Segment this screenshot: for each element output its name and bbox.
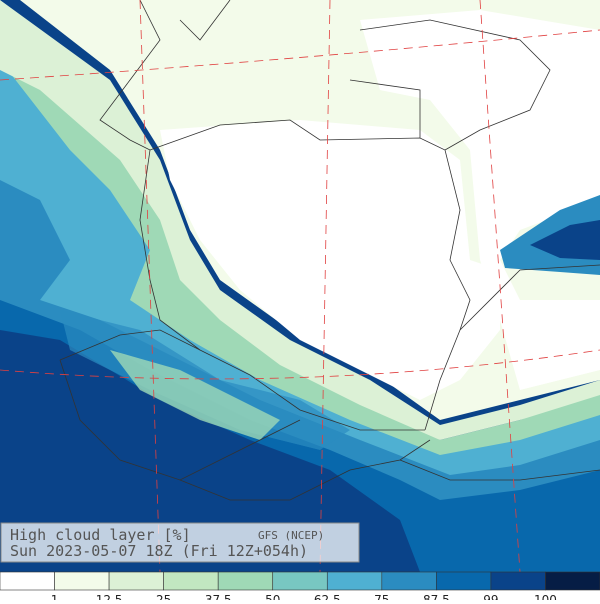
colorbar: 1 12.5 25 37.5 50 62.5 75 87.5 99 100 [0, 571, 600, 604]
colorbar-swatch [326, 571, 383, 591]
caption-box [0, 522, 360, 563]
colorbar-label: 99 [483, 593, 498, 600]
colorbar-swatch [108, 571, 164, 591]
title: High cloud layer [%] [10, 526, 191, 544]
colorbar-label: 100 [534, 593, 557, 600]
colorbar-label: 62.5 [314, 593, 341, 600]
cloud-field [0, 0, 600, 572]
colorbar-swatch [163, 571, 219, 591]
colorbar-swatch [381, 571, 437, 591]
colorbar-swatch [545, 571, 600, 591]
colorbar-swatch [436, 571, 492, 591]
colorbar-swatch [490, 571, 546, 591]
borders [59, 0, 600, 501]
colorbar-label: 37.5 [205, 593, 232, 600]
colorbar-label: 25 [156, 593, 171, 600]
colorbar-label: 75 [374, 593, 389, 600]
colorbar-swatch [0, 571, 55, 591]
colorbar-label: 50 [265, 593, 280, 600]
colorbar-label: 12.5 [96, 593, 123, 600]
valid-time: Sun 2023-05-07 18Z (Fri 12Z+054h) [10, 542, 308, 560]
graticule [0, 0, 600, 573]
colorbar-swatch [217, 571, 274, 591]
colorbar-swatch [54, 571, 110, 591]
colorbar-label: 1 [51, 593, 59, 600]
colorbar-swatch [272, 571, 328, 591]
colorbar-label: 87.5 [423, 593, 450, 600]
source: GFS (NCEP) [258, 529, 324, 542]
